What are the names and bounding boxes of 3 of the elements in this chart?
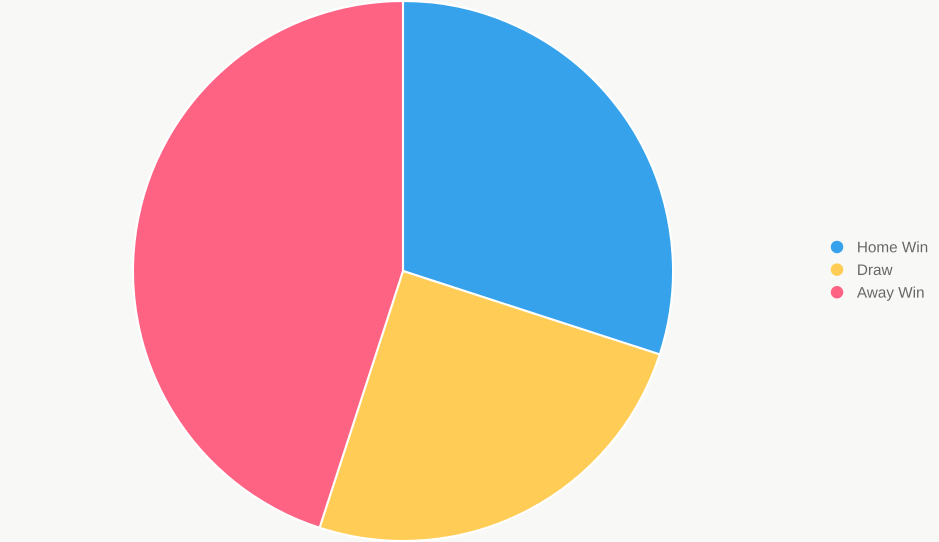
legend-label: Away Win [856, 286, 924, 301]
legend-label: Home Win [858, 241, 928, 252]
legend-label: Draw [858, 264, 893, 276]
